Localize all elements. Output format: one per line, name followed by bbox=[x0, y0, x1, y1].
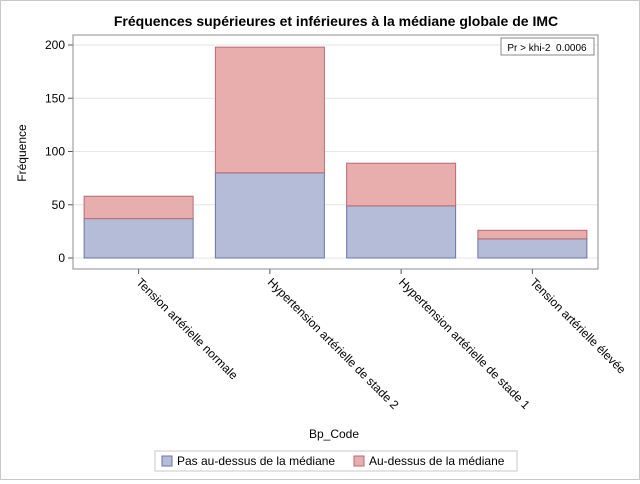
bar-below-median bbox=[83, 218, 194, 259]
legend-label-above: Au-dessus de la médiane bbox=[369, 454, 505, 468]
y-tick-label: 50 bbox=[52, 198, 66, 212]
x-axis-label: Bp_Code bbox=[309, 427, 359, 441]
bar-below-median bbox=[346, 205, 457, 259]
legend-swatch-above bbox=[353, 455, 365, 467]
bar-above-median bbox=[477, 229, 588, 240]
y-tick-label: 150 bbox=[45, 91, 65, 105]
y-axis-label: Fréquence bbox=[15, 124, 29, 182]
y-tick-label: 200 bbox=[45, 38, 65, 52]
pvalue-annotation: Pr > khi-2 0.0006 bbox=[500, 37, 595, 56]
x-tick-label: Hypertension artérielle de stade 1 bbox=[396, 275, 533, 412]
chart-title: Fréquences supérieures et inférieures à … bbox=[114, 13, 558, 29]
legend: Pas au-dessus de la médiane Au-dessus de… bbox=[154, 450, 518, 472]
plot-border bbox=[72, 34, 599, 270]
x-tick-label: Tension artérielle élevée bbox=[527, 275, 629, 377]
bar-below-median bbox=[214, 172, 325, 259]
y-tick-label: 0 bbox=[58, 251, 65, 265]
y-tick-label: 100 bbox=[45, 145, 65, 159]
pvalue-text: Pr > khi-2 0.0006 bbox=[507, 43, 587, 54]
legend-swatch-below bbox=[161, 455, 173, 467]
bar-below-median bbox=[477, 238, 588, 259]
bar-above-median bbox=[83, 195, 194, 220]
legend-label-below: Pas au-dessus de la médiane bbox=[177, 454, 335, 468]
bar-above-median bbox=[214, 46, 325, 174]
x-tick-label: Hypertension artérielle de stade 2 bbox=[265, 275, 402, 412]
bar-above-median bbox=[346, 162, 457, 207]
x-tick-label: Tension artérielle normale bbox=[134, 275, 241, 382]
